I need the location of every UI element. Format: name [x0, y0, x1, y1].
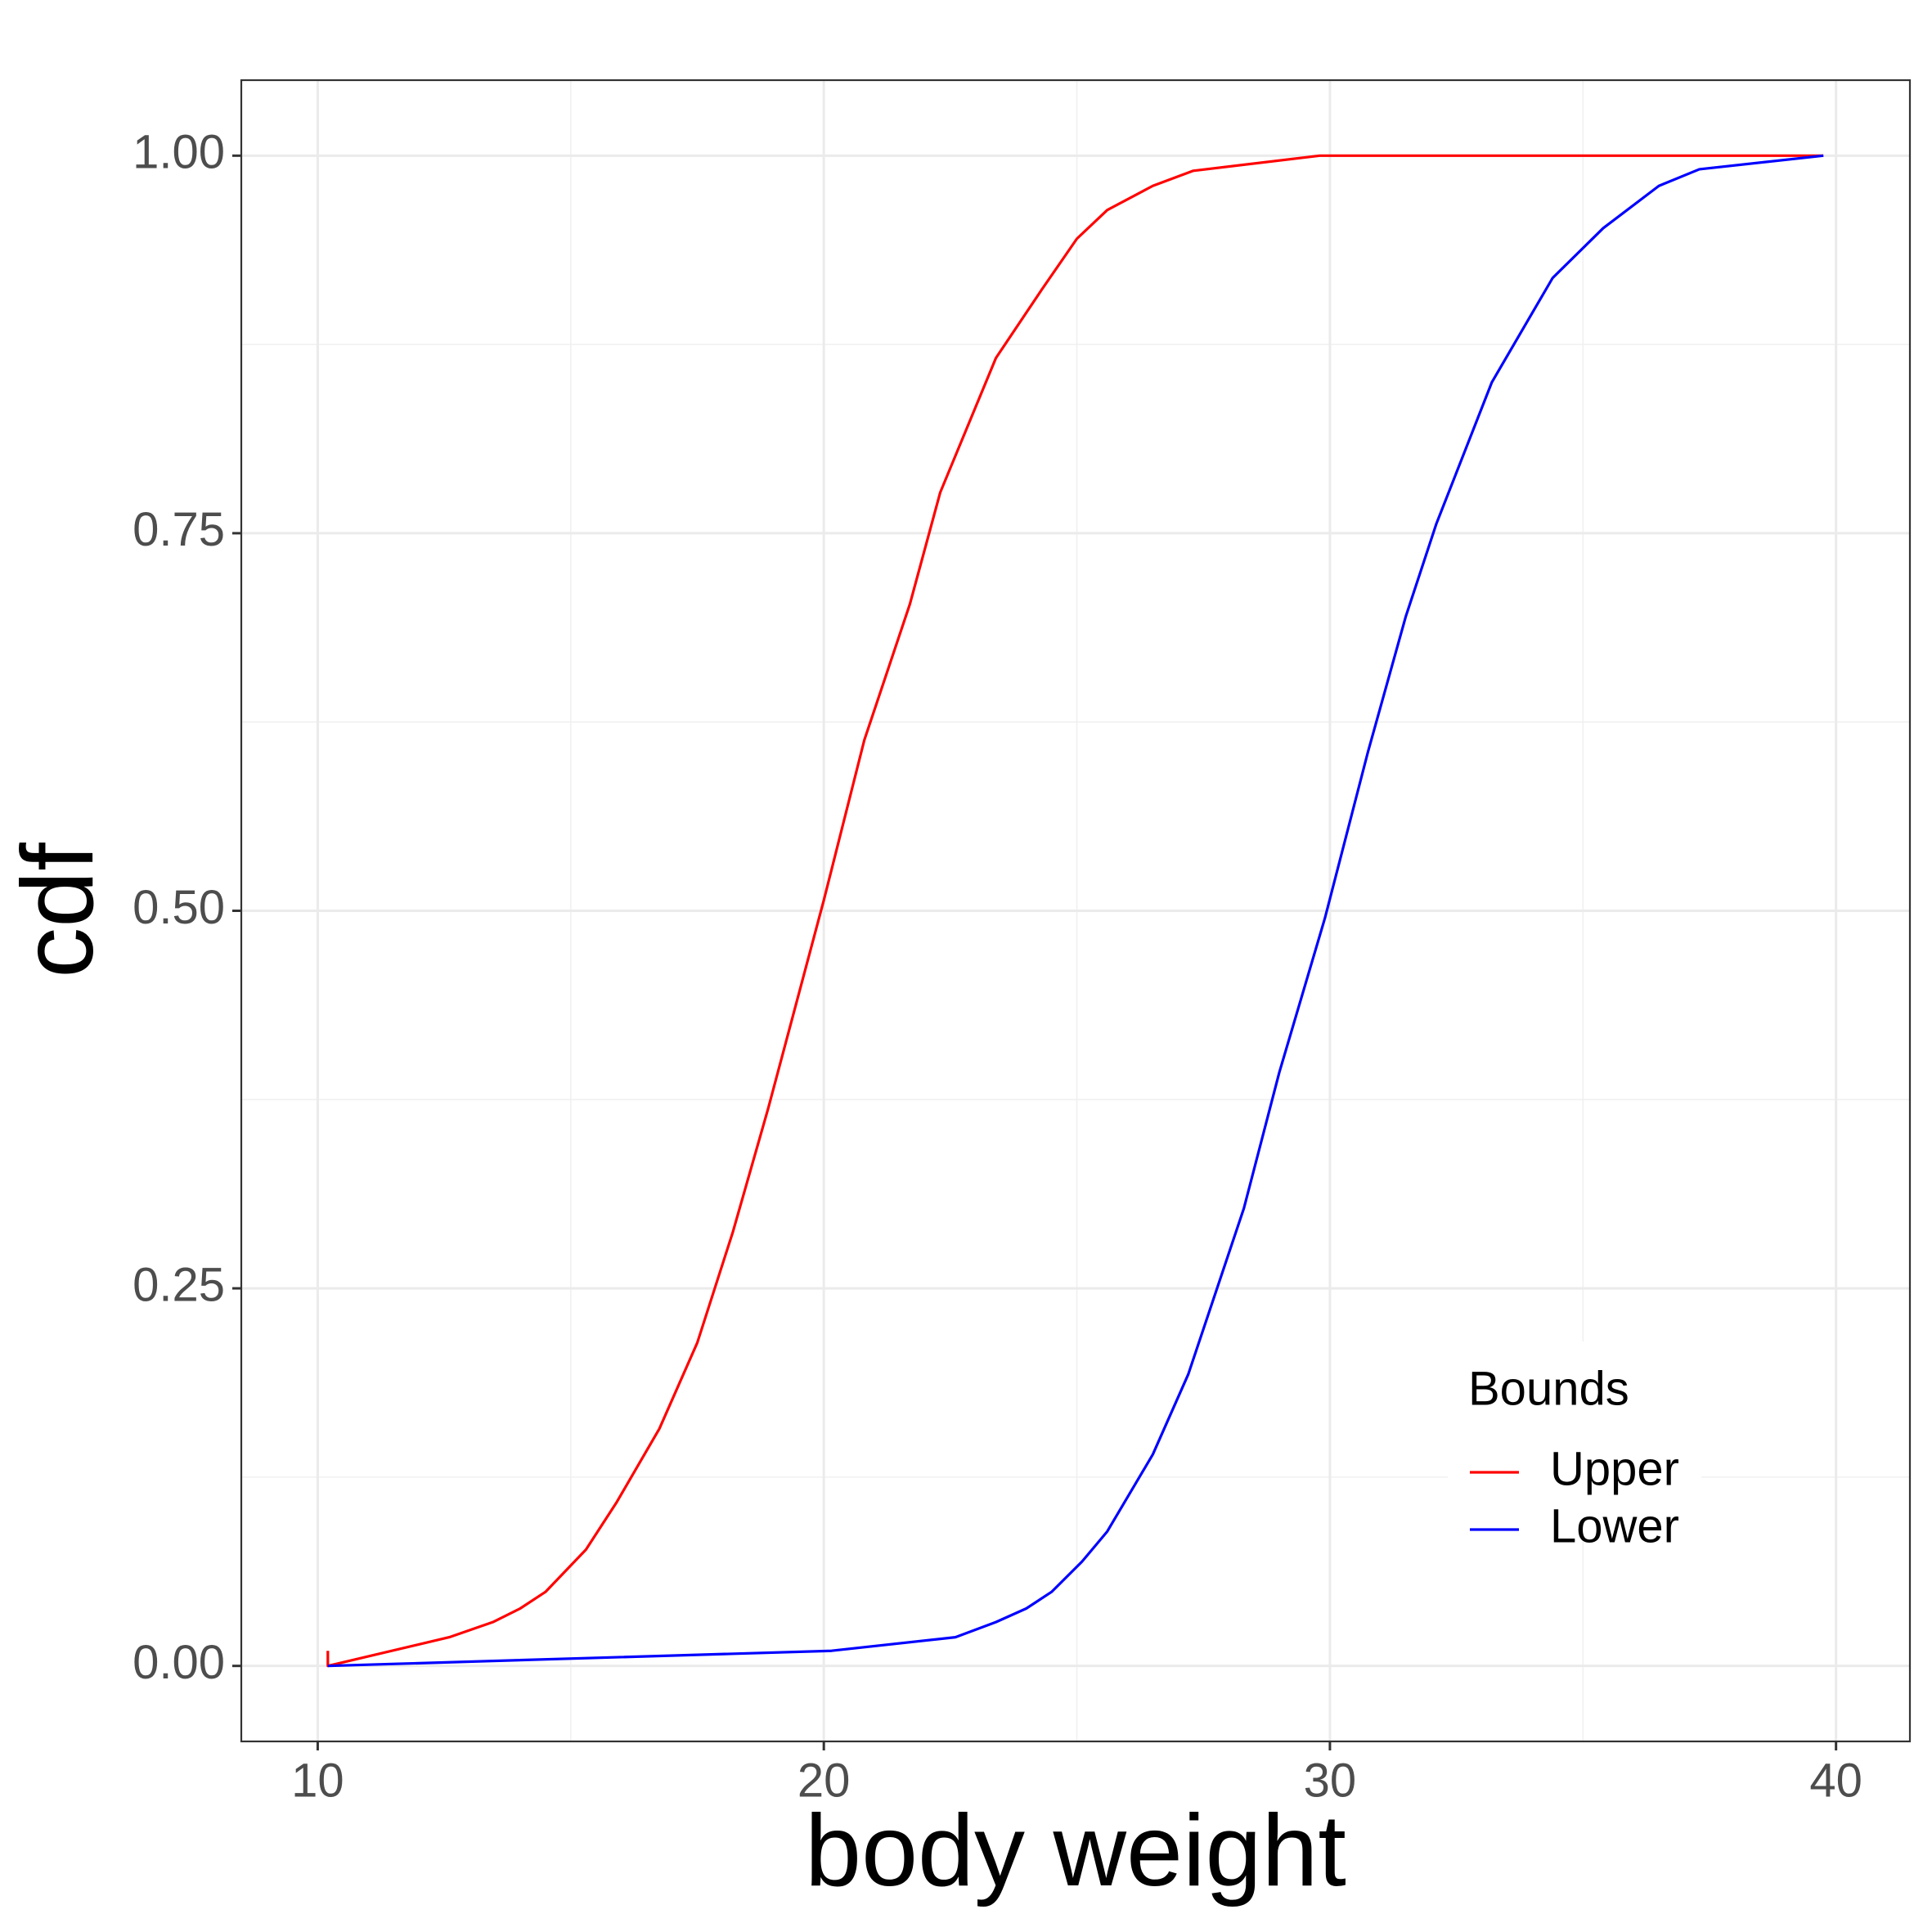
x-tick-label: 40 [1809, 1754, 1862, 1807]
x-axis-title: body weight [805, 1795, 1346, 1907]
y-tick-label: 0.25 [133, 1258, 225, 1311]
y-tick-label: 0.75 [133, 503, 225, 556]
line-series [327, 154, 1824, 1668]
legend-background [1448, 1341, 1701, 1538]
y-tick-label: 0.00 [133, 1636, 225, 1689]
y-tick-label: 0.50 [133, 881, 225, 934]
line-series [326, 154, 1824, 1668]
x-tick-label: 30 [1304, 1754, 1357, 1807]
panel-border [240, 79, 1912, 1743]
legend-label: Upper [1550, 1442, 1679, 1495]
x-tick-label: 20 [798, 1754, 851, 1807]
x-tick-label: 10 [291, 1754, 344, 1807]
legend-title: Bounds [1468, 1362, 1629, 1415]
legend-label: Lower [1550, 1499, 1679, 1552]
y-tick-label: 1.00 [133, 126, 225, 179]
y-axis-title: cdf [2, 842, 115, 978]
